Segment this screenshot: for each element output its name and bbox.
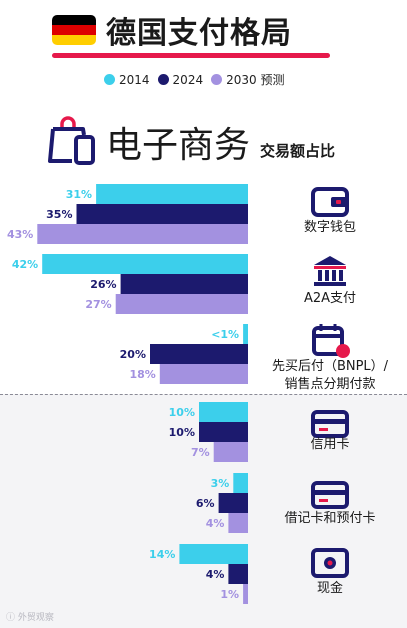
data-label: 3% [211, 477, 230, 490]
section-subtitle: 交易额占比 [260, 142, 336, 160]
section-divider [0, 394, 407, 395]
data-label: 10% [169, 406, 195, 419]
data-label: 14% [149, 548, 175, 561]
bar-2030-3 [213, 442, 248, 462]
bar-2024-4 [218, 493, 248, 513]
data-label: 6% [196, 497, 215, 510]
legend-item-2030: 2030 预测 [211, 71, 284, 88]
shopping-bag-phone-icon [48, 116, 95, 165]
category-label-bnpl-line2: 销售点分期付款 [284, 377, 376, 392]
legend-label: 2024 [172, 72, 204, 87]
category-label-bnpl-line1: 先买后付（BNPL）/ [271, 359, 389, 374]
bar-2024-5 [228, 564, 248, 584]
germany-flag-icon [52, 15, 96, 45]
header: 德国支付格局 [52, 8, 292, 52]
title-underline [52, 53, 330, 58]
bar-2030-2 [159, 364, 248, 384]
legend-item-2024: 2024 [157, 72, 204, 87]
category-label-credit-card: 信用卡 [310, 437, 350, 452]
bar-2030-4 [228, 513, 248, 533]
data-label: 1% [220, 588, 239, 601]
section-title: 电子商务 [106, 125, 251, 166]
legend-dot [211, 74, 223, 85]
bar-2014-1 [42, 254, 249, 274]
category-label-a2a: A2A支付 [303, 291, 357, 306]
data-label: 18% [129, 368, 155, 381]
credit-card-icon [311, 410, 349, 438]
wallet-icon [311, 187, 349, 217]
data-label: 31% [66, 188, 92, 201]
section-header: 电子商务 交易额占比 [48, 115, 335, 165]
page-title: 德国支付格局 [106, 16, 292, 51]
bar-2030-1 [115, 294, 248, 314]
data-label: 43% [7, 228, 33, 241]
legend-label: 2030 预测 [226, 73, 285, 87]
category-label-cash: 现金 [316, 581, 343, 596]
data-label: 42% [12, 258, 38, 271]
data-label: 27% [85, 298, 111, 311]
legend-label: 2014 [119, 72, 150, 87]
data-label: 20% [120, 348, 146, 361]
legend-item-2014: 2014 [104, 73, 150, 87]
data-label: 4% [206, 517, 225, 530]
debit-card-icon [311, 481, 349, 509]
bank-icon [314, 256, 346, 286]
bar-2014-0 [96, 184, 248, 204]
footer-watermark: ⓘ 外贸观察 [6, 613, 54, 623]
bar-2014-5 [179, 544, 248, 564]
bar-2030-0 [37, 224, 248, 244]
category-label-wallet: 数字钱包 [303, 220, 356, 235]
bar-2014-2 [243, 324, 248, 344]
bar-2014-4 [233, 473, 248, 493]
calendar-clock-icon [312, 324, 350, 358]
category-label-debit-card: 借记卡和预付卡 [284, 511, 376, 526]
bar-2014-3 [199, 402, 248, 422]
bar-2024-3 [199, 422, 248, 442]
data-label: 7% [191, 446, 210, 459]
data-label: 10% [169, 426, 195, 439]
data-label: 26% [90, 278, 116, 291]
legend-dot [104, 74, 115, 85]
cash-icon [311, 548, 349, 578]
bar-2024-1 [120, 274, 248, 294]
legend: 2014 2024 2030 预测 [104, 71, 292, 88]
data-label: 35% [46, 208, 72, 221]
data-label: 4% [206, 568, 225, 581]
bar-2024-2 [150, 344, 248, 364]
bar-2024-0 [76, 204, 248, 224]
bar-2030-5 [243, 584, 248, 604]
data-label: <1% [211, 328, 239, 341]
legend-dot [157, 74, 169, 85]
